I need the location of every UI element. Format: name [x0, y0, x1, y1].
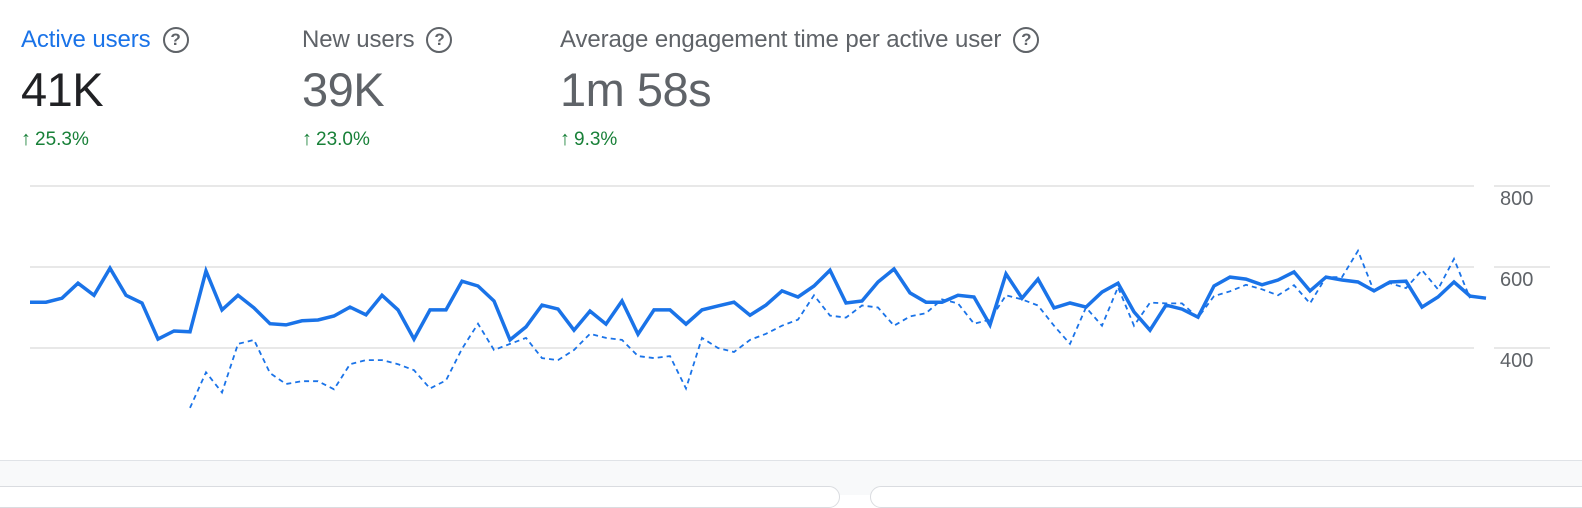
metric-label: Average engagement time per active user … — [560, 26, 1040, 54]
card-left — [0, 486, 840, 508]
metric-title: New users — [302, 26, 415, 53]
metric-new-users[interactable]: New users ? 39K ↑ 23.0% — [302, 26, 453, 151]
metric-delta: ↑ 23.0% — [302, 128, 452, 151]
help-icon[interactable]: ? — [162, 27, 189, 53]
metrics-row: Active users ? 41K ↑ 25.3% New users ? 3… — [0, 0, 1582, 180]
metric-label: New users ? — [302, 26, 453, 54]
metric-active-users[interactable]: Active users ? 41K ↑ 25.3% — [21, 26, 189, 151]
metric-title: Average engagement time per active user — [560, 26, 1002, 53]
chart-plot — [30, 185, 1550, 409]
metric-value: 41K — [21, 63, 104, 116]
metric-label: Active users ? — [21, 26, 189, 54]
arrow-up-icon: ↑ — [302, 128, 312, 150]
card-right — [870, 486, 1582, 508]
metric-delta: ↑ 9.3% — [560, 128, 1039, 151]
line-chart[interactable]: 400 600 800 — [0, 175, 1582, 460]
y-tick-label: 400 — [1500, 349, 1534, 372]
arrow-up-icon: ↑ — [560, 128, 570, 150]
metric-avg-engagement-time[interactable]: Average engagement time per active user … — [560, 26, 1040, 151]
metric-title: Active users — [21, 26, 151, 53]
delta-value: 23.0% — [316, 128, 370, 150]
help-icon[interactable]: ? — [1013, 27, 1040, 53]
y-tick-label: 600 — [1500, 269, 1534, 291]
current-period-line — [30, 264, 1487, 343]
delta-value: 25.3% — [35, 128, 89, 150]
help-icon[interactable]: ? — [426, 27, 453, 53]
y-tick-label: 800 — [1500, 188, 1534, 211]
metric-value: 39K — [302, 63, 385, 116]
metric-value: 1m 58s — [560, 63, 712, 116]
arrow-up-icon: ↑ — [21, 128, 31, 150]
metric-delta: ↑ 25.3% — [21, 128, 189, 151]
delta-value: 9.3% — [574, 128, 618, 150]
previous-period-line — [189, 248, 1471, 409]
